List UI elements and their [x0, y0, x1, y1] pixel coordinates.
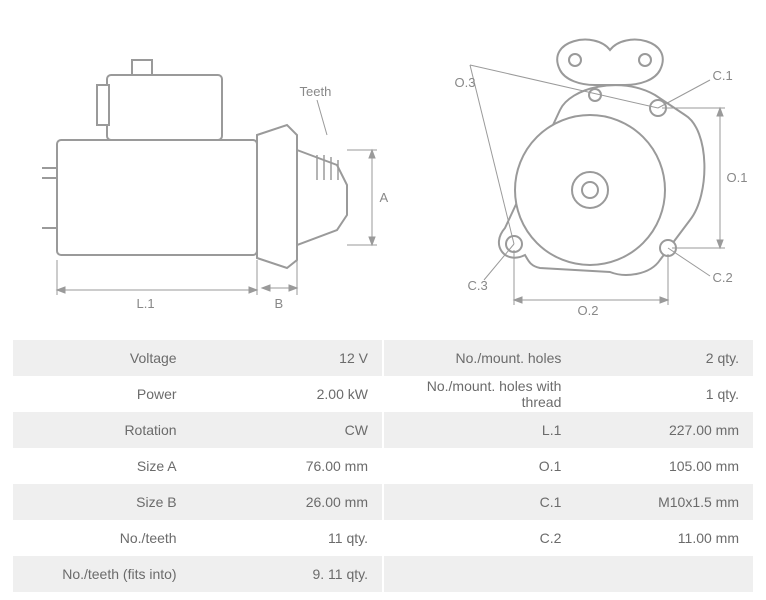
spec-value: 11 qty.	[191, 520, 383, 556]
label-O2: O.2	[578, 303, 599, 318]
label-L1: L.1	[137, 296, 155, 311]
spec-key: No./mount. holes with thread	[383, 376, 575, 412]
spec-key: O.1	[383, 448, 575, 484]
spec-value: 1 qty.	[575, 376, 753, 412]
spec-key: Size B	[13, 484, 191, 520]
front-view-diagram: O.3 C.1 O.1 C.2 C.3 O.2	[410, 20, 750, 320]
spec-value: 26.00 mm	[191, 484, 383, 520]
spec-key: No./teeth (fits into)	[13, 556, 191, 592]
label-C1: C.1	[713, 68, 733, 83]
spec-value: 105.00 mm	[575, 448, 753, 484]
table-row: Size B26.00 mmC.1M10x1.5 mm	[13, 484, 753, 520]
spec-key: Voltage	[13, 340, 191, 376]
table-row: No./teeth (fits into)9. 11 qty.	[13, 556, 753, 592]
spec-key: L.1	[383, 412, 575, 448]
diagrams-region: Teeth A L.1 B	[0, 0, 766, 330]
table-row: Size A76.00 mmO.1105.00 mm	[13, 448, 753, 484]
spec-value: 2 qty.	[575, 340, 753, 376]
label-teeth: Teeth	[300, 84, 332, 99]
spec-value: M10x1.5 mm	[575, 484, 753, 520]
label-C2: C.2	[713, 270, 733, 285]
label-O3: O.3	[455, 75, 476, 90]
table-row: RotationCWL.1227.00 mm	[13, 412, 753, 448]
spec-value: 2.00 kW	[191, 376, 383, 412]
label-B: B	[275, 296, 284, 311]
spec-key: Rotation	[13, 412, 191, 448]
front-view-svg	[410, 20, 750, 320]
side-view-svg	[17, 20, 397, 320]
label-C3: C.3	[468, 278, 488, 293]
side-view-diagram: Teeth A L.1 B	[17, 20, 397, 320]
label-O1: O.1	[727, 170, 748, 185]
spec-value: 9. 11 qty.	[191, 556, 383, 592]
spec-value: 11.00 mm	[575, 520, 753, 556]
spec-key: No./mount. holes	[383, 340, 575, 376]
table-row: Voltage12 VNo./mount. holes2 qty.	[13, 340, 753, 376]
spec-key	[383, 556, 575, 592]
spec-key: C.1	[383, 484, 575, 520]
table-row: No./teeth11 qty.C.211.00 mm	[13, 520, 753, 556]
spec-key: C.2	[383, 520, 575, 556]
spec-table: Voltage12 VNo./mount. holes2 qty.Power2.…	[13, 340, 753, 592]
spec-key: Size A	[13, 448, 191, 484]
spec-value	[575, 556, 753, 592]
table-row: Power2.00 kWNo./mount. holes with thread…	[13, 376, 753, 412]
spec-value: CW	[191, 412, 383, 448]
spec-key: No./teeth	[13, 520, 191, 556]
spec-value: 76.00 mm	[191, 448, 383, 484]
spec-value: 227.00 mm	[575, 412, 753, 448]
label-A: A	[380, 190, 389, 205]
spec-key: Power	[13, 376, 191, 412]
spec-value: 12 V	[191, 340, 383, 376]
